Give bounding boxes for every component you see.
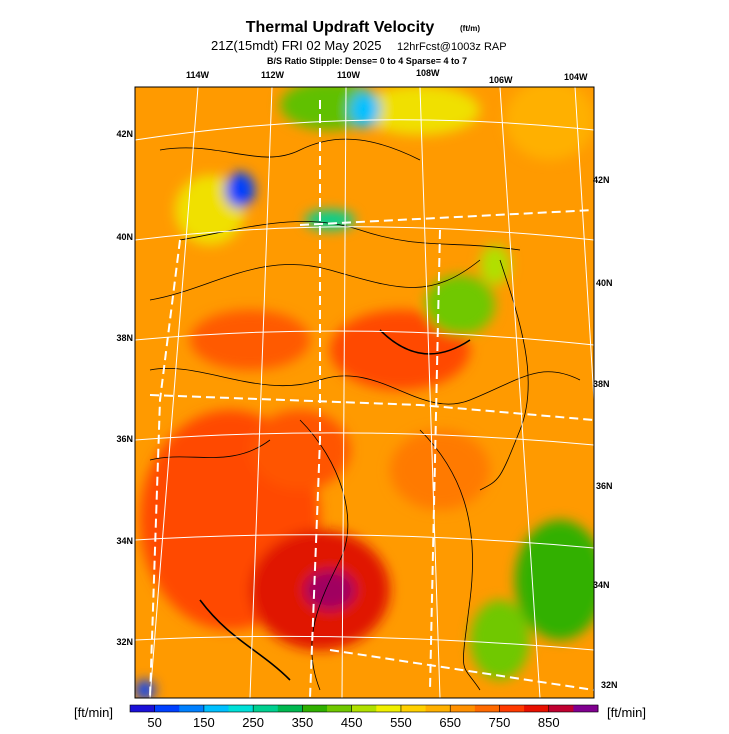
contours — [149, 138, 581, 691]
colorbar-swatch — [302, 705, 328, 712]
lat-label: 38N — [593, 379, 610, 389]
colorbar-swatch — [351, 705, 377, 712]
lat-label: 40N — [116, 232, 133, 242]
colorbar-tick-label: 850 — [538, 715, 560, 729]
lat-label: 32N — [116, 637, 133, 647]
colorbar-tick-label: 550 — [390, 715, 412, 729]
colorbar-frame — [129, 704, 599, 713]
colorbar-tick-label: 350 — [292, 715, 314, 729]
colorbar-tick-label: 50 — [147, 715, 161, 729]
lat-label: 34N — [593, 580, 610, 590]
colorbar-swatch — [548, 705, 574, 712]
lon-labels: 114W 112W 110W 108W 106W 104W — [186, 68, 588, 85]
lon-label: 112W — [261, 70, 285, 80]
colorbar-swatch — [179, 705, 205, 712]
colorbar-swatch — [203, 705, 230, 712]
colorbar-tick-label: 650 — [439, 715, 461, 729]
lat-label: 36N — [596, 481, 613, 491]
lat-label: 42N — [593, 175, 610, 185]
lat-label: 38N — [116, 333, 133, 343]
subtitle: 21Z(15mdt) FRI 02 May 2025 — [211, 38, 382, 53]
colorbar-swatch — [228, 705, 254, 712]
stipple-note: B/S Ratio Stipple: Dense= 0 to 4 Sparse=… — [267, 56, 467, 66]
colorbar-swatch — [253, 705, 279, 712]
colorbar-swatch — [376, 705, 402, 712]
colorbar-swatch — [277, 705, 303, 712]
lon-label: 110W — [337, 70, 361, 80]
colorbar-swatch — [474, 705, 500, 712]
colorbar-swatch — [130, 705, 156, 712]
colorbar: 50 150 250 350 450 550 650 750 850 — [129, 704, 599, 730]
colorbar-tick-label: 150 — [193, 715, 215, 729]
lon-label: 106W — [489, 75, 513, 85]
lat-label: 32N — [601, 680, 618, 690]
colorbar-swatch — [524, 705, 550, 712]
field-blobs — [135, 87, 594, 698]
lat-label: 42N — [116, 129, 133, 139]
colorbar-swatch — [499, 705, 525, 712]
colorbar-tick-label: 450 — [341, 715, 363, 729]
title-unit: (ft/m) — [460, 24, 480, 33]
lon-label: 114W — [186, 70, 210, 80]
colorbar-swatch — [400, 705, 427, 712]
colorbar-swatch — [573, 705, 599, 712]
colorbar-swatch — [327, 705, 353, 712]
lat-label: 40N — [596, 278, 613, 288]
map-field — [135, 87, 594, 698]
lon-label: 104W — [564, 72, 588, 82]
colorbar-swatch — [450, 705, 476, 712]
lat-labels-left: 42N 40N 38N 36N 34N 32N — [116, 129, 133, 647]
lat-label: 36N — [116, 434, 133, 444]
state-borders — [149, 100, 594, 698]
colorbar-tick-label: 750 — [489, 715, 511, 729]
subtitle-run: 12hrFcst@1003z RAP — [397, 41, 507, 53]
lat-label: 34N — [116, 536, 133, 546]
colorbar-unit-left: [ft/min] — [74, 705, 113, 720]
graticule — [135, 87, 594, 698]
lat-labels-right: 42N 40N 38N 36N 34N 32N — [593, 175, 618, 690]
title: Thermal Updraft Velocity — [246, 19, 435, 36]
lon-label: 108W — [416, 68, 440, 78]
colorbar-unit-right: [ft/min] — [607, 705, 646, 720]
colorbar-tick-label: 250 — [242, 715, 264, 729]
colorbar-swatch — [425, 705, 451, 712]
colorbar-swatch — [154, 705, 180, 712]
map-frame — [134, 86, 595, 699]
